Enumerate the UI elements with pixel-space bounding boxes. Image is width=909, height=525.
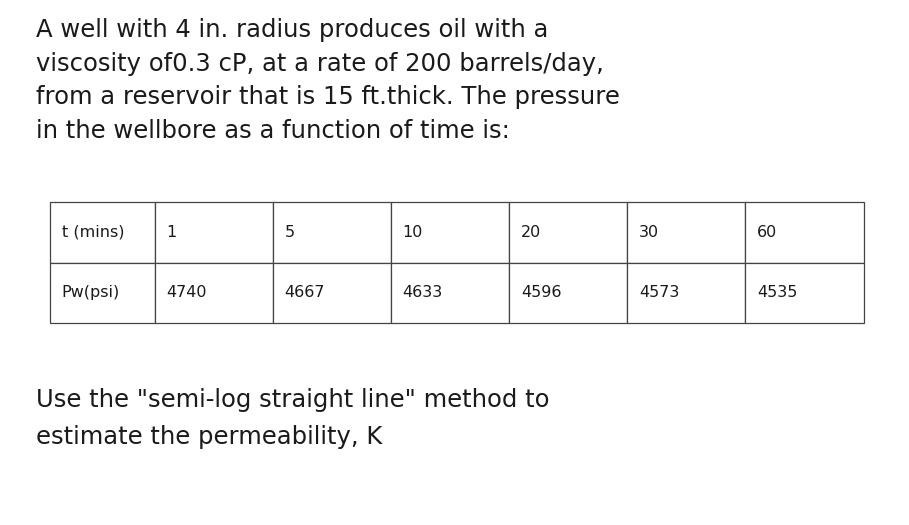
Bar	[50, 262, 155, 323]
Text: A well with 4 in. radius produces oil with a
viscosity of0.3 cP, at a rate of 20: A well with 4 in. radius produces oil wi…	[36, 18, 620, 143]
Bar	[155, 262, 273, 323]
Bar	[273, 202, 391, 262]
Text: 10: 10	[403, 225, 423, 240]
Text: 4633: 4633	[403, 285, 443, 300]
Bar	[391, 262, 509, 323]
Text: 4740: 4740	[166, 285, 207, 300]
Bar	[627, 202, 745, 262]
Text: 30: 30	[639, 225, 659, 240]
Bar	[627, 262, 745, 323]
Text: 4535: 4535	[757, 285, 797, 300]
Text: 4667: 4667	[285, 285, 325, 300]
Bar	[509, 202, 627, 262]
Text: 4596: 4596	[521, 285, 562, 300]
Text: 5: 5	[285, 225, 295, 240]
Bar	[745, 202, 864, 262]
Text: 60: 60	[757, 225, 777, 240]
Text: 20: 20	[521, 225, 541, 240]
Text: Pw(psi): Pw(psi)	[62, 285, 120, 300]
Bar	[391, 202, 509, 262]
Text: Use the "semi-log straight line" method to
estimate the permeability, K: Use the "semi-log straight line" method …	[36, 388, 550, 449]
Bar	[50, 202, 155, 262]
Bar	[155, 202, 273, 262]
Text: 1: 1	[166, 225, 176, 240]
Bar	[509, 262, 627, 323]
Bar	[745, 262, 864, 323]
Bar	[273, 262, 391, 323]
Text: t (mins): t (mins)	[62, 225, 125, 240]
Text: 4573: 4573	[639, 285, 679, 300]
